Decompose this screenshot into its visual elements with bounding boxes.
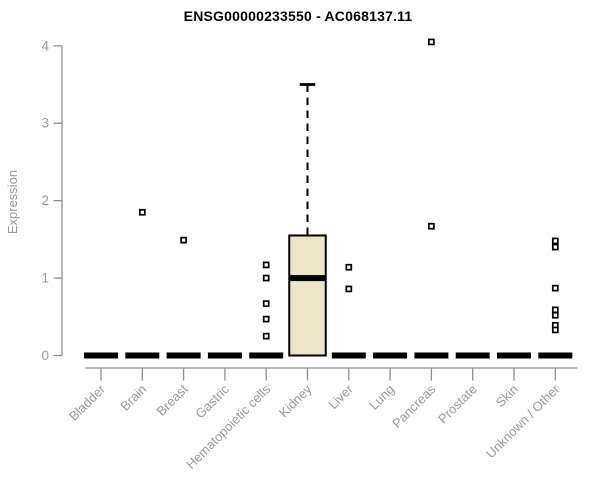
boxplot-zero-bar [373,352,408,359]
x-axis-tick-label: Gastric [192,381,232,421]
outlier-point [262,332,270,340]
boxplot-zero-bar [414,352,449,359]
outlier-point [551,237,559,245]
boxplot-zero-bar [125,352,160,359]
x-axis-tick-label: Lung [366,382,397,413]
y-axis-tick-label: 3 [41,116,49,131]
y-axis-tick-label: 0 [41,348,49,363]
outlier-point [138,208,146,216]
y-axis-tick-label: 1 [41,271,49,286]
x-axis-tick-label: Pancreas [389,381,439,431]
x-axis-tick-label: Skin [493,382,521,410]
boxplot-zero-bar [207,352,242,359]
outlier-point [262,300,270,307]
x-axis-tick-label: Breast [154,381,191,418]
outlier-point [551,311,559,319]
boxplot-zero-bar [331,352,366,359]
boxplot-zero-bar [538,352,573,359]
boxplot-zero-bar [455,352,490,359]
outlier-point [262,261,270,269]
boxplot-zero-bar [249,352,284,359]
boxplot-zero-bar [84,352,118,359]
outlier-point [551,326,559,334]
outlier-point [551,284,559,292]
outlier-point [428,38,435,46]
outlier-point [428,222,435,230]
outlier-point [180,236,187,244]
boxplot-box [288,234,327,357]
x-axis-tick-label: Prostate [435,382,480,427]
chart-title: ENSG00000233550 - AC068137.11 [183,8,413,24]
x-axis-tick-label: Kidney [276,381,315,420]
x-axis-tick-label: Liver [325,381,356,412]
boxplot-zero-bar [166,352,201,359]
x-axis-tick-label: Unknown / Other [483,381,563,461]
x-axis-tick-label: Brain [117,382,149,414]
outlier-point [345,285,353,293]
y-axis-tick-label: 4 [41,38,49,53]
x-axis-tick-label: Bladder [66,381,109,424]
outlier-point [551,243,559,251]
boxplot-median-line [289,275,326,282]
outlier-point [551,306,559,314]
outlier-point [345,263,353,271]
outlier-point [262,274,270,282]
y-axis-tick-label: 2 [41,193,49,208]
boxplot-zero-bar [497,352,531,359]
outlier-point [262,315,270,323]
